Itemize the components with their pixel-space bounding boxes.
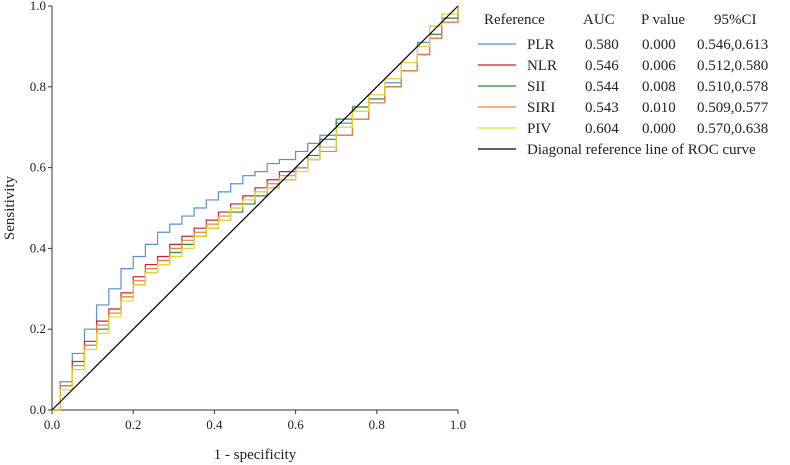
legend-pvalue-plr: 0.000	[642, 37, 676, 53]
x-ticks: 0.0 0.2 0.4 0.6 0.8 1.0	[44, 410, 466, 432]
legend-name-diagonal-reference-line-of-roc-curve: Diagonal reference line of ROC curve	[527, 142, 756, 158]
roc-curves	[51, 5, 459, 411]
legend-header-reference: Reference	[484, 12, 545, 28]
legend-auc-siri: 0.543	[585, 100, 619, 116]
roc-curve-diagonal-reference-line-of-roc-curve	[51, 5, 459, 411]
legend-pvalue-siri: 0.010	[642, 100, 676, 116]
x-tick-label: 0.6	[287, 417, 304, 432]
legend-name-siri: SIRI	[527, 100, 555, 116]
legend-pvalue-piv: 0.000	[642, 121, 676, 137]
legend-pvalue-sii: 0.008	[642, 79, 676, 95]
legend-ci-plr: 0.546,0.613	[697, 37, 768, 53]
legend-auc-piv: 0.604	[585, 121, 619, 137]
legend-ci-nlr: 0.512,0.580	[697, 58, 768, 74]
legend-ci-piv: 0.570,0.638	[697, 121, 768, 137]
x-tick-label: 0.2	[125, 417, 141, 432]
axes	[51, 6, 458, 411]
y-tick-label: 1.0	[30, 0, 46, 13]
legend-name-nlr: NLR	[527, 58, 557, 74]
y-axis-label: Sensitivity	[2, 175, 18, 240]
y-ticks: 0.0 0.2 0.4 0.6 0.8 1.0	[30, 0, 52, 417]
legend-auc-sii: 0.544	[585, 79, 619, 95]
y-tick-label: 0.8	[30, 79, 46, 94]
legend-header-auc: AUC	[583, 12, 615, 28]
legend-rows: PLR 0.580 0.000 0.546,0.613 NLR 0.546 0.006 0.5…	[478, 37, 769, 158]
legend: Reference AUC P value 95%CI PLR 0.580 0.00…	[478, 12, 769, 158]
y-tick-label: 0.2	[30, 321, 46, 336]
x-tick-label: 1.0	[450, 417, 466, 432]
legend-header-ci: 95%CI	[714, 12, 757, 28]
legend-name-piv: PIV	[527, 121, 551, 137]
x-axis-label: 1 - specificity	[214, 447, 297, 463]
roc-curve-piv	[52, 6, 459, 411]
legend-header-pvalue: P value	[641, 12, 685, 28]
y-tick-label: 0.0	[30, 402, 46, 417]
legend-ci-siri: 0.509,0.577	[697, 100, 769, 116]
x-tick-label: 0.0	[44, 417, 60, 432]
legend-ci-sii: 0.510,0.578	[697, 79, 768, 95]
x-tick-label: 0.8	[369, 417, 385, 432]
legend-name-sii: SII	[527, 79, 545, 95]
x-tick-label: 0.4	[206, 417, 223, 432]
y-tick-label: 0.4	[30, 240, 47, 255]
legend-pvalue-nlr: 0.006	[642, 58, 676, 74]
legend-auc-plr: 0.580	[585, 37, 619, 53]
legend-auc-nlr: 0.546	[585, 58, 619, 74]
y-tick-label: 0.6	[30, 160, 47, 175]
legend-name-plr: PLR	[527, 37, 555, 53]
